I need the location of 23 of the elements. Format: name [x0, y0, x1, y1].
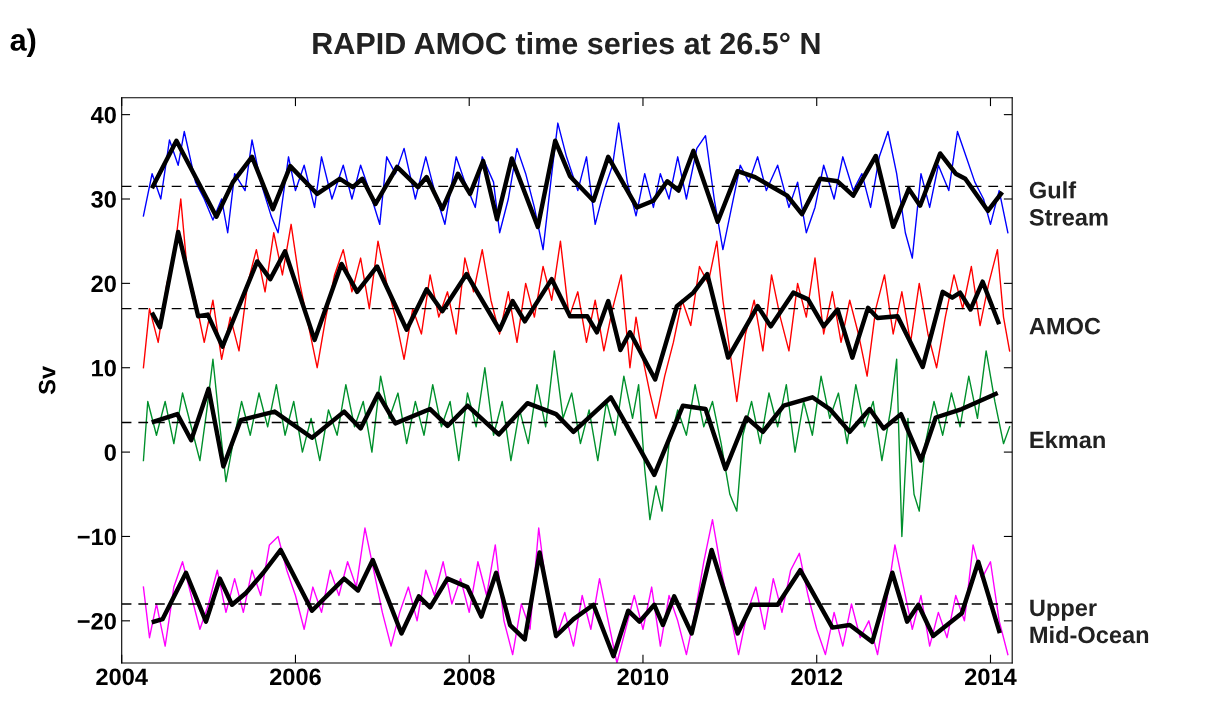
y-tick-label: 30 [91, 191, 116, 208]
y-tick-label: 20 [91, 275, 116, 293]
series-label: Gulf Stream [1029, 181, 1108, 226]
y-tick-label: 10 [92, 359, 116, 377]
x-tick-label: 2012 [791, 668, 843, 686]
y-axis-title: Sv [38, 366, 56, 395]
x-tick-label: 2014 [965, 668, 1017, 686]
series-label: AMOC [1029, 317, 1101, 335]
y-tick-label: 0 [104, 444, 116, 461]
line-series [142, 350, 1011, 538]
text: a) [10, 28, 36, 57]
series-label: Ekman [1030, 431, 1105, 449]
x-tick-label: 2010 [617, 668, 669, 686]
x-tick-label: 2006 [270, 668, 321, 686]
y-tick-label: 40 [90, 106, 116, 124]
y-tick-label: −10 [77, 528, 116, 546]
x-tick-label: 2008 [443, 668, 495, 686]
line-series [142, 198, 1011, 420]
y-tick-label: −20 [77, 612, 116, 630]
series-label: Upper Mid-Ocean [1030, 599, 1149, 644]
line-series [142, 122, 1009, 259]
x-tick-label: 2004 [96, 668, 148, 686]
chart-title: RAPID AMOC time series at 26.5° N [313, 31, 820, 55]
